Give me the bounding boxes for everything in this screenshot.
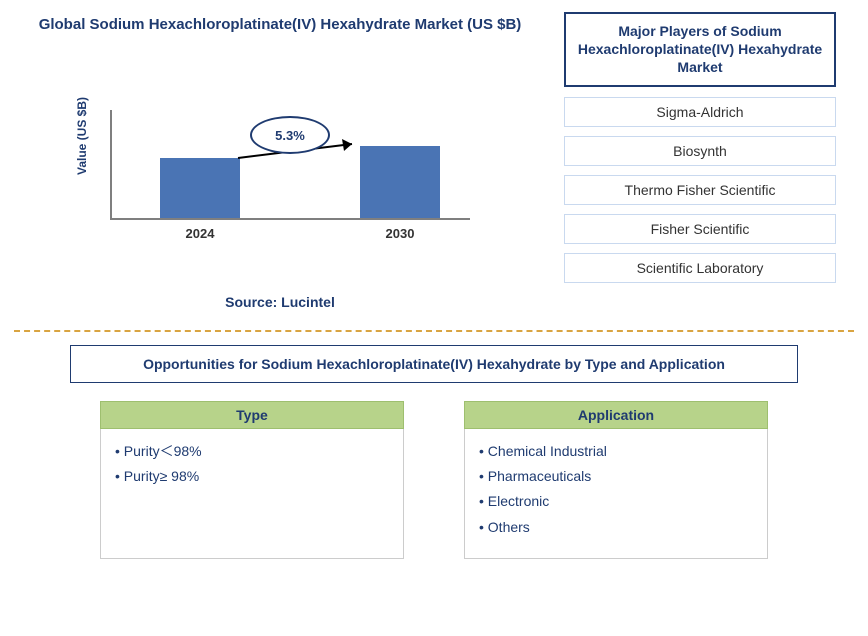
type-body: Purity＜98% Purity≥ 98% xyxy=(100,429,404,559)
x-axis-line xyxy=(110,218,470,220)
players-title: Major Players of Sodium Hexachloroplatin… xyxy=(564,12,836,87)
type-item: Purity＜98% xyxy=(115,439,389,464)
chart-title: Global Sodium Hexachloroplatinate(IV) He… xyxy=(10,10,550,35)
chart-plot-area: 2024 2030 5.3% xyxy=(110,110,510,240)
application-header: Application xyxy=(464,401,768,429)
bar-label-2030: 2030 xyxy=(360,226,440,241)
bar-2030 xyxy=(360,146,440,218)
application-item: Pharmaceuticals xyxy=(479,464,753,489)
source-label: Source: Lucintel xyxy=(0,294,560,310)
growth-rate-ellipse: 5.3% xyxy=(250,116,330,154)
type-item: Purity≥ 98% xyxy=(115,464,389,489)
bar-label-2024: 2024 xyxy=(160,226,240,241)
opportunities-section: Opportunities for Sodium Hexachloroplati… xyxy=(0,345,868,559)
chart-panel: Global Sodium Hexachloroplatinate(IV) He… xyxy=(0,0,560,330)
opportunities-title: Opportunities for Sodium Hexachloroplati… xyxy=(70,345,798,383)
application-item: Chemical Industrial xyxy=(479,439,753,464)
players-panel: Major Players of Sodium Hexachloroplatin… xyxy=(560,0,850,330)
type-column: Type Purity＜98% Purity≥ 98% xyxy=(100,401,404,559)
player-item: Sigma-Aldrich xyxy=(564,97,836,127)
y-axis-label: Value (US $B) xyxy=(75,97,89,175)
player-item: Fisher Scientific xyxy=(564,214,836,244)
opportunities-columns: Type Purity＜98% Purity≥ 98% Application … xyxy=(60,401,808,559)
player-item: Biosynth xyxy=(564,136,836,166)
growth-rate-text: 5.3% xyxy=(275,128,305,143)
top-section: Global Sodium Hexachloroplatinate(IV) He… xyxy=(0,0,868,330)
application-item: Others xyxy=(479,515,753,540)
application-item: Electronic xyxy=(479,489,753,514)
application-body: Chemical Industrial Pharmaceuticals Elec… xyxy=(464,429,768,559)
player-item: Thermo Fisher Scientific xyxy=(564,175,836,205)
y-axis-line xyxy=(110,110,112,220)
bar-2024 xyxy=(160,158,240,218)
section-divider xyxy=(14,330,854,332)
type-header: Type xyxy=(100,401,404,429)
player-item: Scientific Laboratory xyxy=(564,253,836,283)
application-column: Application Chemical Industrial Pharmace… xyxy=(464,401,768,559)
